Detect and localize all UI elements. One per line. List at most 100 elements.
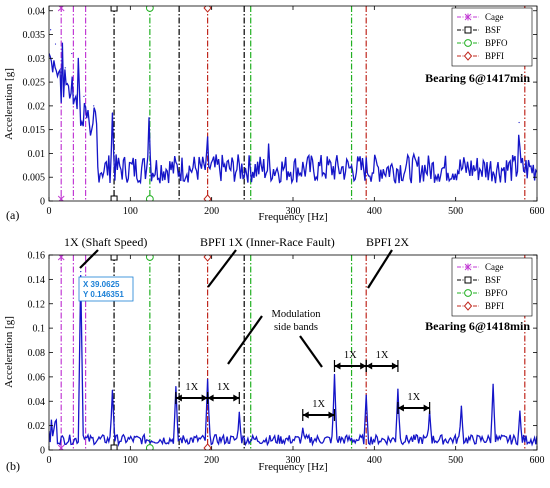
x-tick-label: 400 (367, 455, 382, 466)
y-tick-label: 0.14 (28, 275, 46, 286)
arrow-bpfi-1x-sidebands (227, 315, 263, 365)
legend-marker (464, 289, 472, 297)
x-tick-label: 100 (123, 206, 138, 217)
span-label-1x: 1X (344, 350, 357, 361)
spectrum-series-b (49, 271, 537, 447)
sideband-span: 1X (175, 382, 209, 404)
spectrum-peak (365, 394, 367, 396)
spectrum-line (49, 42, 537, 185)
y-tick-label: 0.025 (23, 78, 46, 89)
spectrum-peak (518, 121, 520, 124)
sideband-spans-b: 1X 1X 1X 1X 1X 1X (175, 350, 431, 421)
spectrum-peak (175, 386, 177, 388)
span-arrow-left (207, 394, 214, 402)
bsf-marker-bottom (110, 195, 118, 201)
bsf-marker-top (110, 6, 118, 12)
y-tick-label: 0.03 (28, 54, 46, 65)
bsf-marker-bottom (110, 444, 118, 450)
span-label-1x: 1X (376, 350, 389, 361)
y-tick-label: 0.04 (28, 397, 46, 408)
legend-marker (463, 51, 473, 61)
y-tick-label: 0.04 (28, 6, 46, 17)
annotation-shaft-speed: 1X (Shaft Speed) (64, 235, 147, 249)
y-tick-label: 0.1 (33, 324, 46, 335)
cage-marker-bottom (57, 195, 65, 201)
spectrum-peak (54, 43, 57, 45)
spectrum-peak (207, 378, 209, 380)
x-tick-label: 400 (367, 206, 382, 217)
spectrum-peak (111, 389, 114, 391)
span-arrow-right (423, 404, 430, 412)
legend-marker (463, 301, 473, 311)
cage-marker-bottom (57, 444, 65, 450)
spectrum-peak (111, 112, 114, 114)
arrow-modulation-sidebands (299, 335, 323, 368)
sideband-span: 1X (302, 399, 336, 421)
sideband-span: 1X (365, 350, 399, 372)
bpfi-marker-top (203, 255, 212, 262)
y-tick-label: 0 (40, 446, 45, 457)
span-label-1x: 1X (217, 382, 230, 393)
y-tick-label: 0 (40, 197, 45, 208)
bpfi-marker-bottom (203, 443, 212, 450)
annotation-bpfi-1x: BPFI 1X (Inner-Race Fault) (200, 235, 335, 249)
span-arrow-left (175, 394, 182, 402)
annotation-bpfi-2x: BPFI 2X (366, 235, 409, 249)
y-tick-label: 0.08 (28, 348, 46, 359)
span-arrow-left (397, 404, 404, 412)
x-tick-label: 500 (448, 206, 463, 217)
x-tick-label: 200 (204, 455, 219, 466)
data-tip-y: Y 0.146351 (83, 290, 124, 299)
spectrum-series-a (49, 29, 537, 185)
span-arrow-left (366, 362, 373, 370)
legend-marker (464, 263, 472, 271)
cage-marker-top (57, 6, 65, 12)
span-arrow-right (233, 394, 240, 402)
span-arrow-left (302, 411, 309, 419)
axis-ticks-b: 0 100 200 300 400 500 600 0 0.02 0.04 0.06 0.08 0.1 0… (28, 251, 545, 467)
legend-marker (464, 276, 472, 284)
data-tip[interactable]: X 39.0625 Y 0.146351 (78, 276, 134, 302)
y-tick-label: 0.035 (23, 30, 46, 41)
legend-item-bsf: BSF (485, 25, 501, 35)
legend-marker (464, 13, 472, 21)
chart-title-b: Bearing 6@1418min (425, 319, 530, 333)
arrow-bpfi-1x-top (207, 249, 237, 288)
bpfo-marker-bottom (145, 195, 154, 201)
axis-ticks-a: 0 100 200 300 400 500 600 0 0.005 0.01 0.015 0.02 0.… (23, 6, 545, 217)
span-label-1x: 1X (407, 392, 420, 403)
panel-label-b: (b) (6, 459, 20, 473)
x-tick-label: 300 (286, 455, 301, 466)
legend-marker (464, 39, 472, 47)
data-tip-x: X 39.0625 (83, 280, 120, 289)
x-tick-label: 600 (530, 206, 545, 217)
spectrum-peak (50, 29, 52, 31)
sideband-span: 1X (207, 382, 240, 404)
spectrum-line (49, 275, 537, 447)
y-tick-label: 0.015 (23, 125, 46, 136)
legend-item-bsf: BSF (485, 275, 501, 285)
x-axis-label-b: Frequency [Hz] (258, 461, 327, 473)
bsf-marker-top (110, 255, 118, 261)
legend-item-cage: Cage (485, 262, 504, 272)
spectrum-peak (238, 411, 240, 413)
spectrum-peak (207, 136, 209, 138)
spectrum-peak (80, 271, 82, 273)
spectrum-peak (519, 410, 521, 412)
spectrum-peak (333, 373, 336, 376)
y-axis-label-b: Acceleration [g] (3, 316, 15, 388)
legend-item-bpfo: BPFO (485, 38, 508, 48)
bpfo-marker-top (145, 255, 154, 261)
legend-item-bpfi: BPFI (485, 301, 504, 311)
legend-item-cage: Cage (485, 12, 504, 22)
y-tick-label: 0.005 (23, 173, 46, 184)
span-arrow-right (360, 362, 367, 370)
x-tick-label: 300 (286, 206, 301, 217)
spectrum-peak (268, 143, 270, 145)
legend-marker (464, 26, 472, 34)
y-tick-label: 0.12 (28, 299, 46, 310)
legend-item-bpfi: BPFI (485, 51, 504, 61)
spectrum-peak (64, 67, 66, 69)
spectrum-peak (492, 383, 494, 385)
